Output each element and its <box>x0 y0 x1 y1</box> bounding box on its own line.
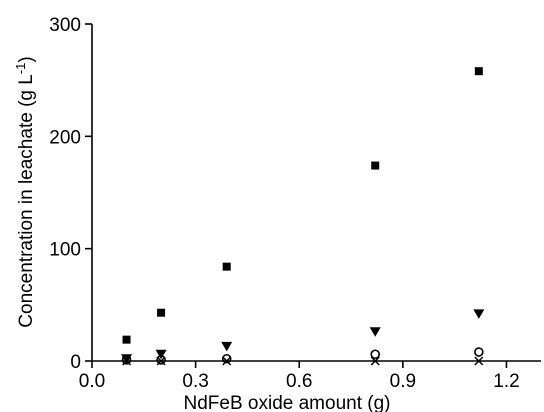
axes <box>91 24 541 362</box>
y-tick-label: 200 <box>49 127 81 148</box>
data-point-circle <box>370 349 381 360</box>
y-tick-label: 300 <box>49 15 81 36</box>
data-point-circle <box>121 355 132 365</box>
data-points <box>121 67 485 366</box>
data-point-triangle <box>369 327 381 337</box>
y-axis-title-close: ) <box>16 56 37 62</box>
data-point-triangle <box>221 341 233 352</box>
x-ticks: 0.0 0.3 0.6 0.9 1.2 <box>79 361 520 392</box>
data-point-circle <box>221 353 232 364</box>
y-ticks: 0 100 200 300 <box>49 15 92 373</box>
data-point-square <box>371 161 380 170</box>
y-axis-title-superscript: -1 <box>13 63 28 75</box>
data-point-triangle <box>473 309 485 319</box>
data-point-cross <box>222 356 232 366</box>
data-point-cross <box>156 356 166 366</box>
data-point-cross <box>122 356 132 366</box>
data-point-triangle <box>155 349 167 360</box>
x-tick-label: 0.3 <box>182 371 208 392</box>
y-axis-title-main: Concentration in leachate (g L <box>16 74 37 328</box>
data-point-square <box>122 335 131 344</box>
data-point-circle <box>474 347 484 357</box>
x-tick-label: 1.2 <box>493 371 519 392</box>
y-tick-label: 100 <box>49 240 81 261</box>
data-point-circle <box>156 355 166 365</box>
y-tick-label: 0 <box>70 352 81 373</box>
y-axis-title: Concentration in leachate (g L-1) <box>13 56 37 327</box>
data-point-cross <box>370 356 380 366</box>
data-point-square <box>157 308 166 317</box>
x-tick-label: 0.6 <box>286 371 312 392</box>
data-point-square <box>222 262 231 271</box>
x-tick-label: 0.9 <box>390 371 416 392</box>
data-point-cross <box>474 356 484 366</box>
x-tick-label: 0.0 <box>79 371 105 392</box>
data-point-square <box>474 67 483 76</box>
x-axis-title: NdFeB oxide amount (g) <box>184 393 391 412</box>
